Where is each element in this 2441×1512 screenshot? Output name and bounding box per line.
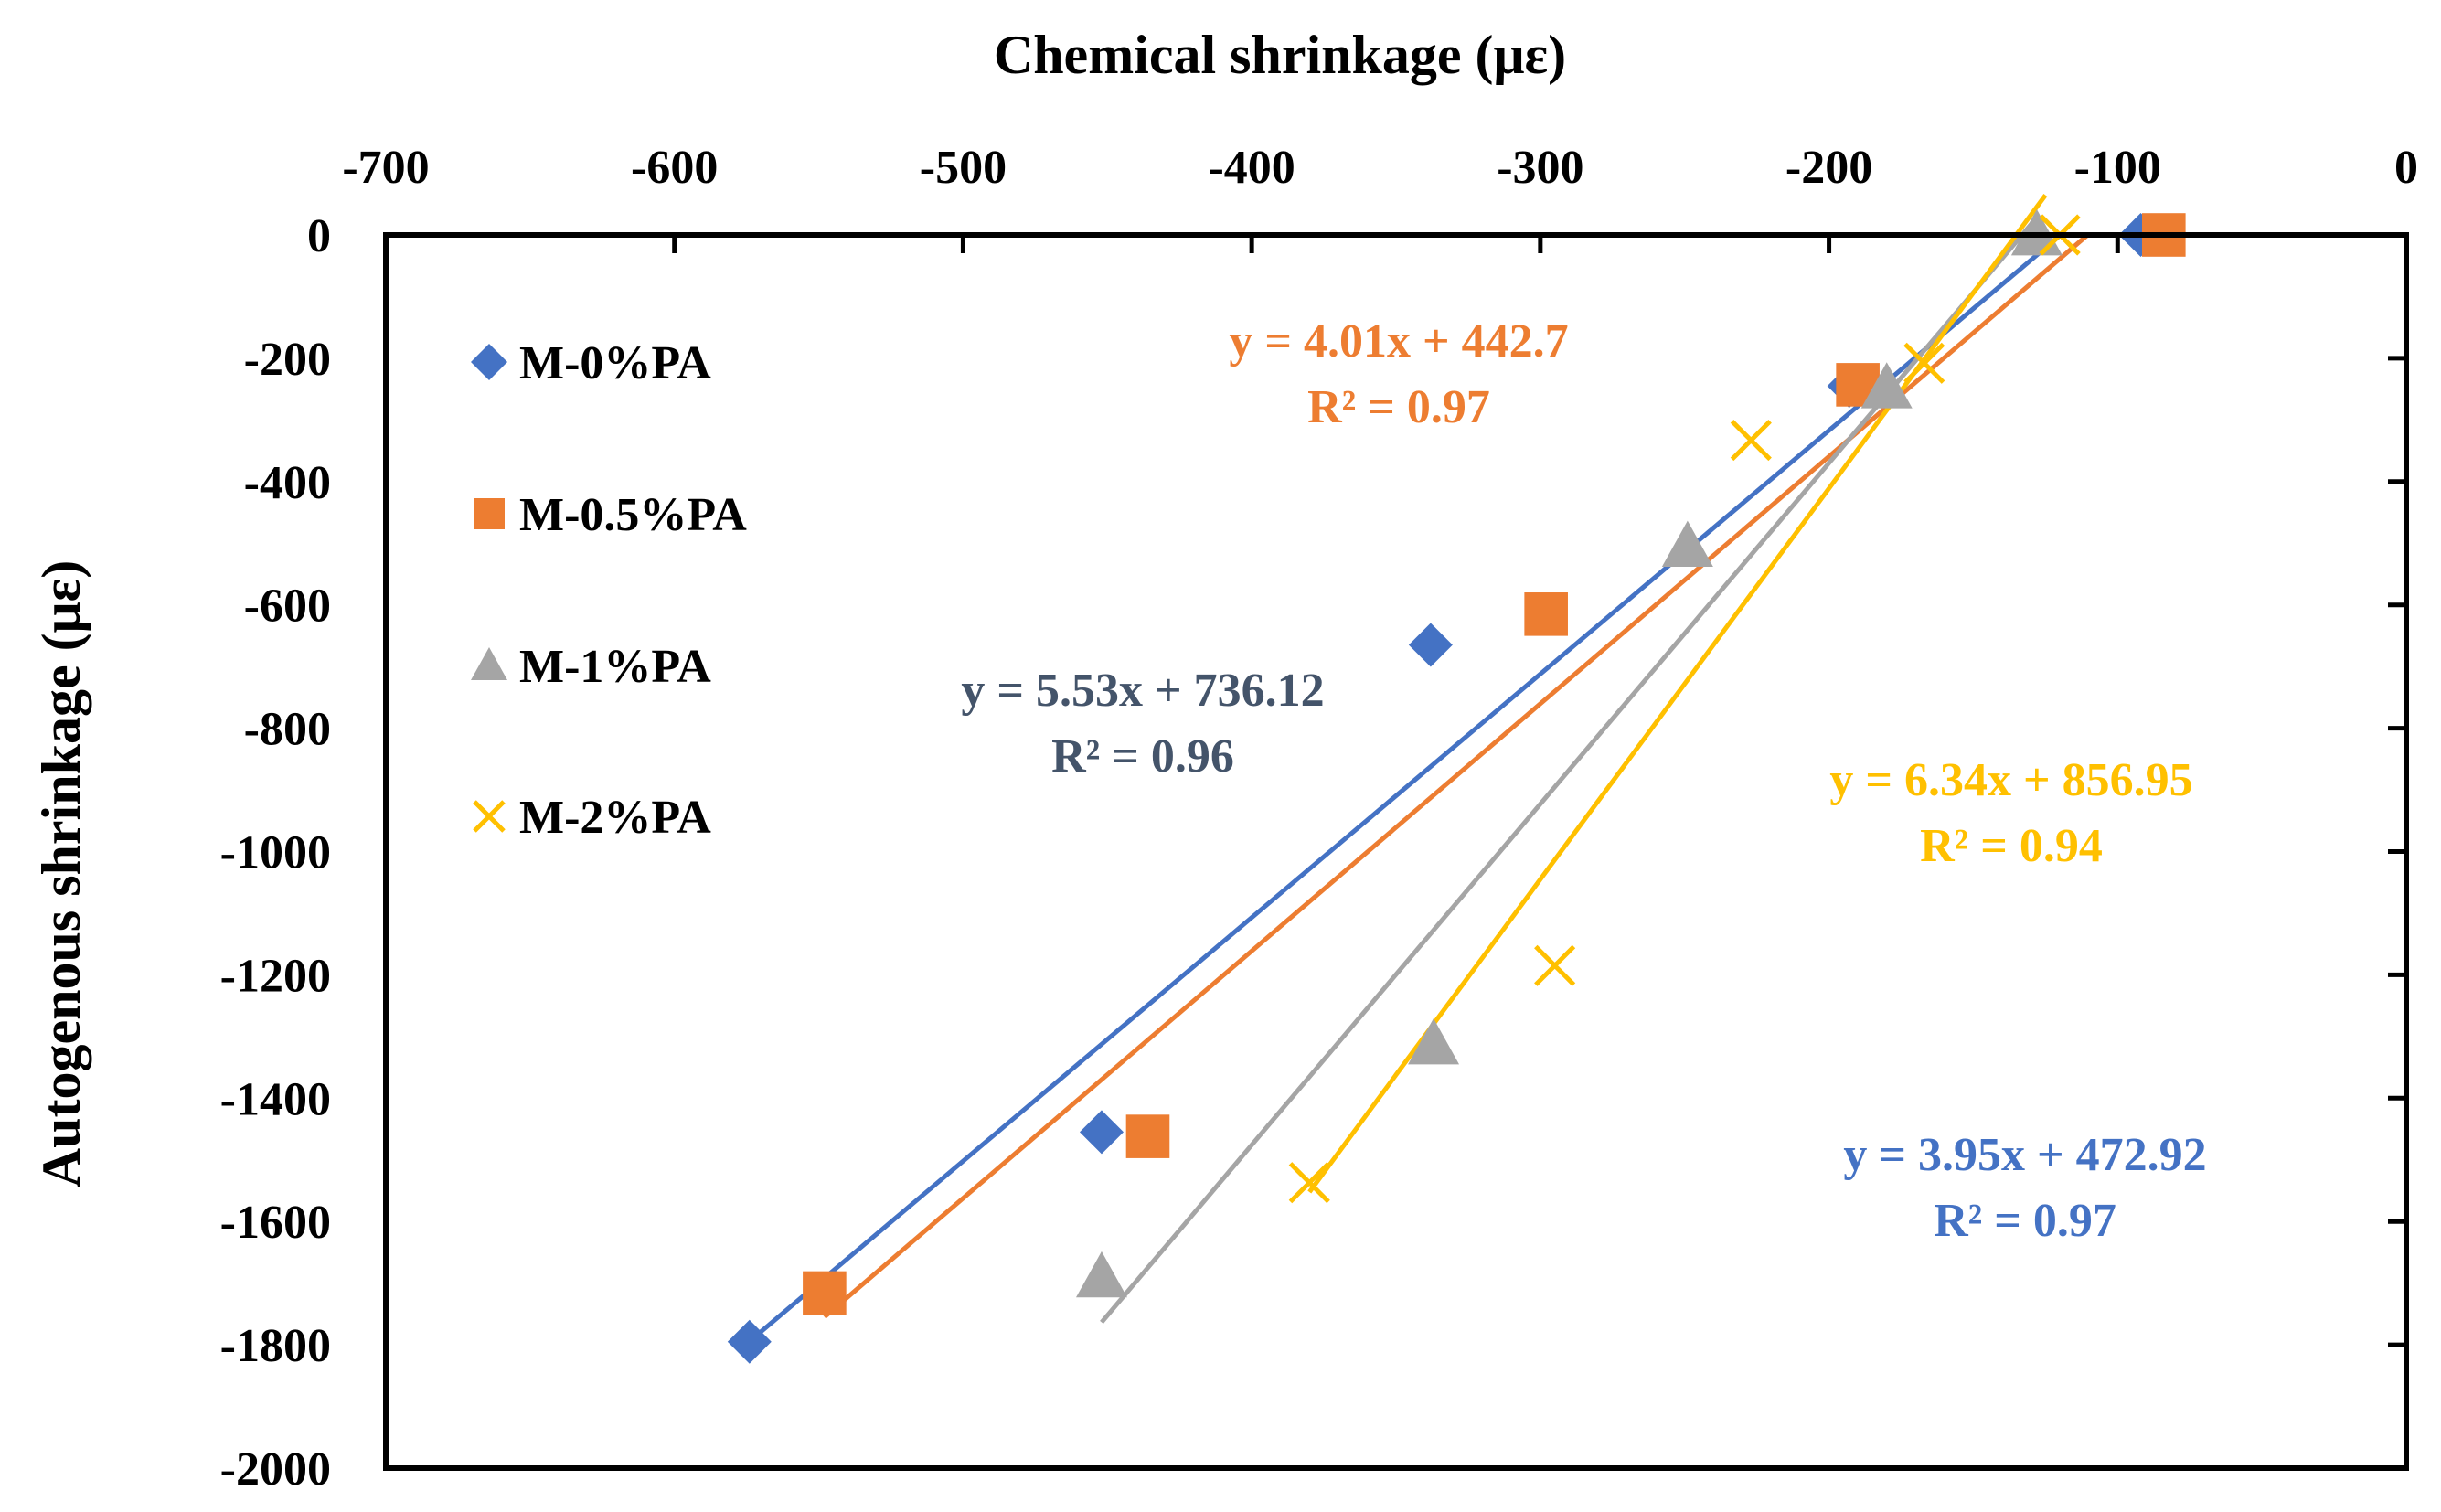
y-tick-label: -1600 [220,1197,331,1249]
y-tick-label: -1800 [220,1320,331,1372]
legend-label: M-0%PA [519,337,711,389]
x-stroke [473,800,506,833]
data-points [727,209,2186,1364]
marker-diamond [727,1319,772,1364]
marker-diamond [471,344,507,380]
r-squared-label: R² = 0.97 [1307,381,1490,433]
y-axis-title: Autogenous shrinkage (με) [31,560,91,1187]
marker-diamond [1408,623,1453,667]
marker-triangle [1075,1251,1127,1298]
legend-item: M-2%PA [473,792,711,844]
marker-triangle [471,647,507,680]
plot-area-border [383,232,2409,1471]
marker-x [1730,420,1772,462]
y-tick-label: -1400 [220,1073,331,1125]
marker-diamond [1079,1110,1124,1155]
x-tick-label: -600 [631,142,718,194]
legend-label: M-1%PA [519,641,711,693]
legend-item: M-1%PA [471,641,711,693]
legend-item: M-0.5%PA [474,489,747,541]
x-tick-label: -200 [1785,142,1872,194]
y-tick-label: -1200 [220,950,331,1002]
equation-label: y = 6.34x + 856.95 [1829,754,2192,806]
x-stroke [1903,342,1945,384]
equation-label: y = 4.01x + 442.7 [1229,315,1568,367]
x-stroke [1288,1162,1330,1204]
legend: M-0%PA M-0.5%PA M-1%PA M-2%PA [471,337,747,844]
y-tick-label: -600 [244,580,331,633]
y-tick-label: -400 [244,457,331,509]
trendline-M-0%PA [745,233,2062,1346]
x-tick-label: -300 [1497,142,1583,194]
y-tick-label: 0 [307,210,331,262]
legend-label: M-0.5%PA [519,489,747,541]
x-tick-label: -400 [1208,142,1295,194]
x-tick-label: 0 [2394,142,2418,194]
marker-x [473,800,506,833]
marker-square [474,498,505,529]
y-tick-label: -1000 [220,827,331,879]
r-squared-label: R² = 0.94 [1920,820,2103,872]
marker-square [1524,592,1568,636]
equation-label: y = 3.95x + 472.92 [1843,1129,2206,1181]
axis-ticks: -700 -600 -500 -400 -300 -200 -100 00-200-400-6… [220,142,2418,1496]
legend-item: M-0%PA [471,337,711,389]
marker-x [1903,342,1945,384]
equation-label: y = 5.53x + 736.12 [961,665,1324,717]
marker-triangle [1661,520,1713,568]
marker-triangle [1860,362,1913,409]
r-squared-label: R² = 0.97 [1934,1195,2116,1247]
x-stroke [1534,944,1576,986]
x-tick-label: -500 [920,142,1007,194]
marker-square [1125,1114,1170,1158]
marker-triangle [1408,1017,1460,1065]
legend-label: M-2%PA [519,792,711,844]
y-tick-label: -2000 [220,1443,331,1496]
marker-x [1288,1162,1330,1204]
x-axis-title: Chemical shrinkage (με) [994,25,1566,85]
x-stroke [1730,420,1772,462]
marker-x [1534,944,1576,986]
trendline-equations: y = 3.95x + 472.92 R² = 0.97 y = 4.01x + 4… [961,315,2206,1247]
x-tick-label: -700 [342,142,429,194]
marker-square [803,1271,847,1315]
y-tick-label: -200 [244,334,331,386]
r-squared-label: R² = 0.96 [1051,730,1234,783]
trendline-M-0.5%PA [823,232,2091,1319]
x-tick-label: -100 [2074,142,2161,194]
y-tick-label: -800 [244,704,331,756]
